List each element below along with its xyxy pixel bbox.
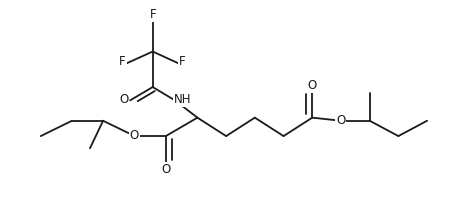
Text: O: O	[119, 93, 128, 106]
Text: NH: NH	[174, 93, 191, 106]
Text: O: O	[161, 163, 170, 176]
Text: F: F	[149, 9, 156, 21]
Text: F: F	[180, 55, 186, 68]
Text: O: O	[130, 129, 139, 142]
Text: O: O	[308, 79, 317, 92]
Text: O: O	[336, 114, 345, 127]
Text: F: F	[119, 55, 125, 68]
